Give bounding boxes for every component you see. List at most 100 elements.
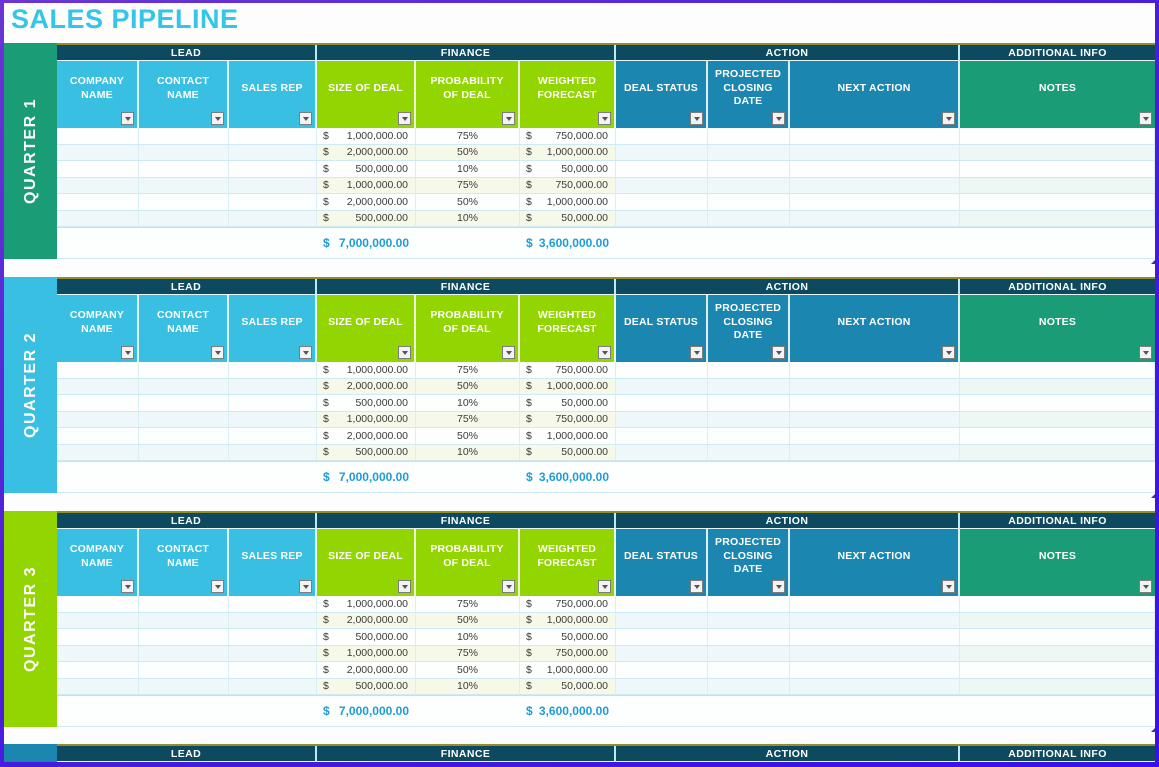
cell-projected-closing-date[interactable] (708, 428, 790, 445)
total-contact-name[interactable] (139, 696, 229, 726)
cell-company-name[interactable] (57, 194, 139, 211)
cell-deal-status[interactable] (616, 612, 708, 629)
total-contact-name[interactable] (139, 462, 229, 492)
total-weighted-forecast[interactable]: $3,600,000.00 (520, 228, 616, 258)
filter-button[interactable] (502, 112, 515, 125)
column-header-sales-rep[interactable]: SALES REP (229, 762, 317, 767)
cell-probability-of-deal[interactable]: 10% (416, 395, 520, 412)
group-header-action[interactable]: ACTION (616, 513, 960, 529)
cell-contact-name[interactable] (139, 177, 229, 194)
cell-company-name[interactable] (57, 428, 139, 445)
column-header-weighted-forecast[interactable]: WEIGHTED FORECAST (520, 529, 616, 596)
column-header-company-name[interactable]: COMPANY NAME (57, 61, 139, 128)
total-notes[interactable] (960, 462, 1155, 492)
total-projected-closing-date[interactable] (708, 696, 790, 726)
column-header-sales-rep[interactable]: SALES REP (229, 61, 317, 128)
column-header-notes[interactable]: NOTES (960, 529, 1155, 596)
column-header-contact-name[interactable]: CONTACT NAME (139, 529, 229, 596)
cell-size-of-deal[interactable]: $2,000,000.00 (317, 378, 416, 395)
filter-button[interactable] (502, 346, 515, 359)
cell-contact-name[interactable] (139, 161, 229, 178)
cell-next-action[interactable] (790, 444, 960, 461)
cell-company-name[interactable] (57, 411, 139, 428)
cell-notes[interactable] (960, 128, 1155, 145)
total-probability-of-deal[interactable] (416, 228, 520, 258)
cell-weighted-forecast[interactable]: $50,000.00 (520, 629, 616, 646)
cell-notes[interactable] (960, 194, 1155, 211)
cell-sales-rep[interactable] (229, 177, 317, 194)
column-header-company-name[interactable]: COMPANY NAME (57, 295, 139, 362)
group-header-action[interactable]: ACTION (616, 279, 960, 295)
cell-projected-closing-date[interactable] (708, 645, 790, 662)
group-header-additional-info[interactable]: ADDITIONAL INFO (960, 45, 1155, 61)
total-next-action[interactable] (790, 228, 960, 258)
cell-probability-of-deal[interactable]: 10% (416, 161, 520, 178)
group-header-lead[interactable]: LEAD (57, 746, 317, 762)
cell-sales-rep[interactable] (229, 144, 317, 161)
cell-notes[interactable] (960, 612, 1155, 629)
cell-probability-of-deal[interactable]: 10% (416, 210, 520, 227)
quarter-3-label[interactable]: QUARTER 3 (4, 511, 57, 727)
cell-next-action[interactable] (790, 662, 960, 679)
cell-company-name[interactable] (57, 678, 139, 695)
cell-probability-of-deal[interactable]: 50% (416, 612, 520, 629)
cell-weighted-forecast[interactable]: $1,000,000.00 (520, 194, 616, 211)
cell-probability-of-deal[interactable]: 50% (416, 428, 520, 445)
cell-probability-of-deal[interactable]: 50% (416, 378, 520, 395)
cell-contact-name[interactable] (139, 395, 229, 412)
cell-projected-closing-date[interactable] (708, 596, 790, 613)
filter-button[interactable] (121, 580, 134, 593)
total-probability-of-deal[interactable] (416, 696, 520, 726)
cell-sales-rep[interactable] (229, 428, 317, 445)
total-probability-of-deal[interactable] (416, 462, 520, 492)
total-projected-closing-date[interactable] (708, 228, 790, 258)
total-sales-rep[interactable] (229, 228, 317, 258)
total-next-action[interactable] (790, 696, 960, 726)
cell-notes[interactable] (960, 177, 1155, 194)
cell-contact-name[interactable] (139, 629, 229, 646)
cell-size-of-deal[interactable]: $1,000,000.00 (317, 645, 416, 662)
cell-contact-name[interactable] (139, 612, 229, 629)
cell-sales-rep[interactable] (229, 128, 317, 145)
cell-probability-of-deal[interactable]: 10% (416, 678, 520, 695)
cell-contact-name[interactable] (139, 210, 229, 227)
quarter-2-label[interactable]: QUARTER 2 (4, 277, 57, 493)
cell-projected-closing-date[interactable] (708, 378, 790, 395)
cell-size-of-deal[interactable]: $500,000.00 (317, 161, 416, 178)
cell-contact-name[interactable] (139, 645, 229, 662)
filter-button[interactable] (942, 112, 955, 125)
cell-deal-status[interactable] (616, 128, 708, 145)
cell-contact-name[interactable] (139, 444, 229, 461)
group-header-lead[interactable]: LEAD (57, 513, 317, 529)
cell-weighted-forecast[interactable]: $1,000,000.00 (520, 378, 616, 395)
cell-deal-status[interactable] (616, 194, 708, 211)
group-header-lead[interactable]: LEAD (57, 45, 317, 61)
filter-button[interactable] (398, 580, 411, 593)
cell-weighted-forecast[interactable]: $50,000.00 (520, 444, 616, 461)
group-header-action[interactable]: ACTION (616, 45, 960, 61)
filter-button[interactable] (299, 580, 312, 593)
cell-probability-of-deal[interactable]: 75% (416, 411, 520, 428)
filter-button[interactable] (772, 112, 785, 125)
cell-size-of-deal[interactable]: $1,000,000.00 (317, 177, 416, 194)
cell-weighted-forecast[interactable]: $750,000.00 (520, 596, 616, 613)
filter-button[interactable] (299, 346, 312, 359)
column-header-size-of-deal[interactable]: SIZE OF DEAL (317, 529, 416, 596)
cell-projected-closing-date[interactable] (708, 629, 790, 646)
cell-next-action[interactable] (790, 128, 960, 145)
column-header-deal-status[interactable]: DEAL STATUS (616, 529, 708, 596)
group-header-finance[interactable]: FINANCE (317, 513, 616, 529)
cell-size-of-deal[interactable]: $2,000,000.00 (317, 428, 416, 445)
cell-size-of-deal[interactable]: $500,000.00 (317, 678, 416, 695)
total-weighted-forecast[interactable]: $3,600,000.00 (520, 462, 616, 492)
cell-notes[interactable] (960, 144, 1155, 161)
cell-next-action[interactable] (790, 194, 960, 211)
cell-company-name[interactable] (57, 378, 139, 395)
cell-deal-status[interactable] (616, 378, 708, 395)
cell-company-name[interactable] (57, 662, 139, 679)
total-sales-rep[interactable] (229, 462, 317, 492)
cell-size-of-deal[interactable]: $1,000,000.00 (317, 411, 416, 428)
cell-probability-of-deal[interactable]: 50% (416, 662, 520, 679)
filter-button[interactable] (121, 346, 134, 359)
cell-company-name[interactable] (57, 161, 139, 178)
